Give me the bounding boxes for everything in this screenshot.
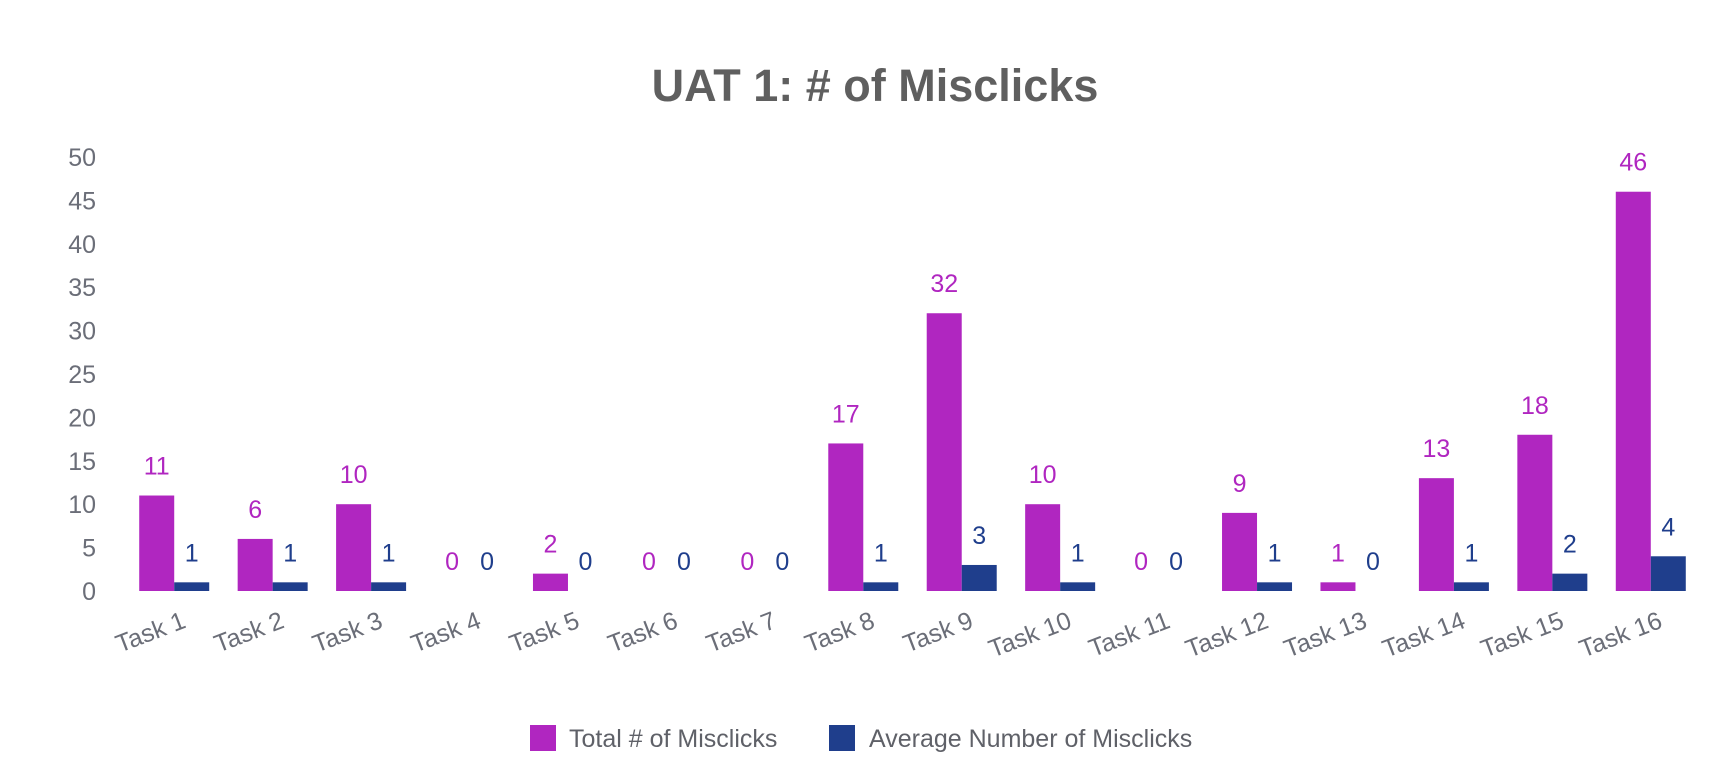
bar-total-misclicks (828, 443, 864, 591)
y-tick-label: 50 (68, 144, 96, 172)
data-label-average: 1 (185, 539, 199, 567)
x-tick-label: Task 7 (702, 606, 780, 658)
chart-title: UAT 1: # of Misclicks (652, 60, 1099, 111)
bar-average-misclicks (1257, 582, 1293, 591)
bar-total-misclicks (139, 495, 175, 591)
data-label-average: 2 (1563, 531, 1577, 559)
x-axis: Task 1 Task 2 Task 3 Task 4 Task 5 Task 6 Task… (112, 606, 1666, 663)
bar-average-misclicks (1552, 573, 1588, 591)
data-label-total: 1 (1331, 539, 1345, 567)
data-label-total: 0 (642, 548, 656, 576)
y-tick-label: 10 (68, 491, 96, 519)
data-label-average: 1 (1464, 539, 1478, 567)
data-label-total: 46 (1619, 149, 1647, 177)
data-label-total: 0 (445, 548, 459, 576)
bar-total-misclicks (1222, 512, 1258, 591)
legend-swatch (530, 725, 556, 751)
data-label-total: 17 (832, 400, 860, 428)
data-label-total: 6 (248, 496, 262, 524)
y-tick-label: 0 (82, 578, 96, 606)
x-tick-label: Task 4 (407, 606, 485, 658)
bar-total-misclicks (1418, 478, 1454, 591)
y-tick-label: 20 (68, 404, 96, 432)
y-tick-label: 15 (68, 448, 96, 476)
data-label-average: 0 (1366, 548, 1380, 576)
bar-average-misclicks (371, 582, 407, 591)
x-tick-label: Task 14 (1379, 606, 1470, 663)
x-tick-label: Task 3 (309, 606, 387, 658)
y-tick-label: 25 (68, 361, 96, 389)
x-tick-label: Task 10 (985, 606, 1075, 663)
x-tick-label: Task 6 (604, 606, 682, 658)
x-tick-label: Task 2 (210, 606, 288, 658)
legend-item: Average Number of Misclicks (829, 725, 1192, 753)
x-tick-label: Task 11 (1085, 606, 1174, 662)
y-tick-label: 40 (68, 231, 96, 259)
legend-swatch (829, 725, 855, 751)
data-label-total: 32 (930, 270, 958, 298)
bar-total-misclicks (532, 573, 568, 591)
bar-average-misclicks (863, 582, 899, 591)
x-tick-label: Task 9 (899, 606, 977, 658)
data-label-total: 18 (1521, 392, 1549, 420)
y-tick-label: 45 (68, 187, 96, 215)
data-label-average: 0 (579, 548, 593, 576)
data-label-total: 2 (544, 531, 558, 559)
bar-total-misclicks (926, 313, 962, 591)
data-label-total: 10 (340, 461, 368, 489)
x-tick-label: Task 5 (506, 606, 584, 658)
data-label-average: 1 (1071, 539, 1085, 567)
data-label-total: 0 (1134, 548, 1148, 576)
bar-total-misclicks (1517, 434, 1553, 591)
bars-group (139, 191, 1686, 591)
data-label-average: 1 (1268, 539, 1282, 567)
y-tick-label: 5 (82, 535, 96, 563)
y-tick-label: 35 (68, 274, 96, 302)
data-label-average: 1 (874, 539, 888, 567)
data-label-total: 9 (1233, 470, 1247, 498)
bar-total-misclicks (1615, 191, 1651, 591)
y-tick-label: 30 (68, 318, 96, 346)
data-label-total: 0 (740, 548, 754, 576)
bar-total-misclicks (237, 538, 273, 591)
x-tick-label: Task 12 (1182, 606, 1272, 663)
bar-average-misclicks (961, 564, 997, 591)
x-tick-label: Task 1 (112, 606, 190, 658)
x-tick-label: Task 8 (801, 606, 879, 658)
data-label-total: 11 (144, 453, 170, 481)
data-label-average: 0 (775, 548, 789, 576)
bar-average-misclicks (1453, 582, 1489, 591)
data-label-average: 1 (382, 539, 396, 567)
legend-label: Total # of Misclicks (569, 725, 777, 753)
data-label-average: 1 (283, 539, 297, 567)
data-label-average: 0 (677, 548, 691, 576)
bar-average-misclicks (174, 582, 210, 591)
data-label-total: 13 (1423, 435, 1451, 463)
data-label-average: 4 (1661, 513, 1675, 541)
x-tick-label: Task 16 (1575, 606, 1665, 663)
bar-total-misclicks (1025, 504, 1061, 591)
bar-total-misclicks (1320, 582, 1356, 591)
legend-label: Average Number of Misclicks (869, 725, 1192, 753)
data-label-average: 0 (480, 548, 494, 576)
legend-item: Total # of Misclicks (530, 725, 777, 753)
data-label-average: 3 (972, 522, 986, 550)
x-tick-label: Task 15 (1477, 606, 1567, 663)
bar-average-misclicks (1060, 582, 1096, 591)
y-axis: 0 5 10 15 20 25 30 35 40 45 50 (68, 144, 96, 606)
data-label-total: 10 (1029, 461, 1057, 489)
x-tick-label: Task 13 (1280, 606, 1370, 663)
bar-average-misclicks (1650, 556, 1686, 591)
data-label-average: 0 (1169, 548, 1183, 576)
legend: Total # of Misclicks Average Number of Mi… (530, 725, 1192, 753)
bar-total-misclicks (336, 504, 372, 591)
bar-average-misclicks (272, 582, 308, 591)
